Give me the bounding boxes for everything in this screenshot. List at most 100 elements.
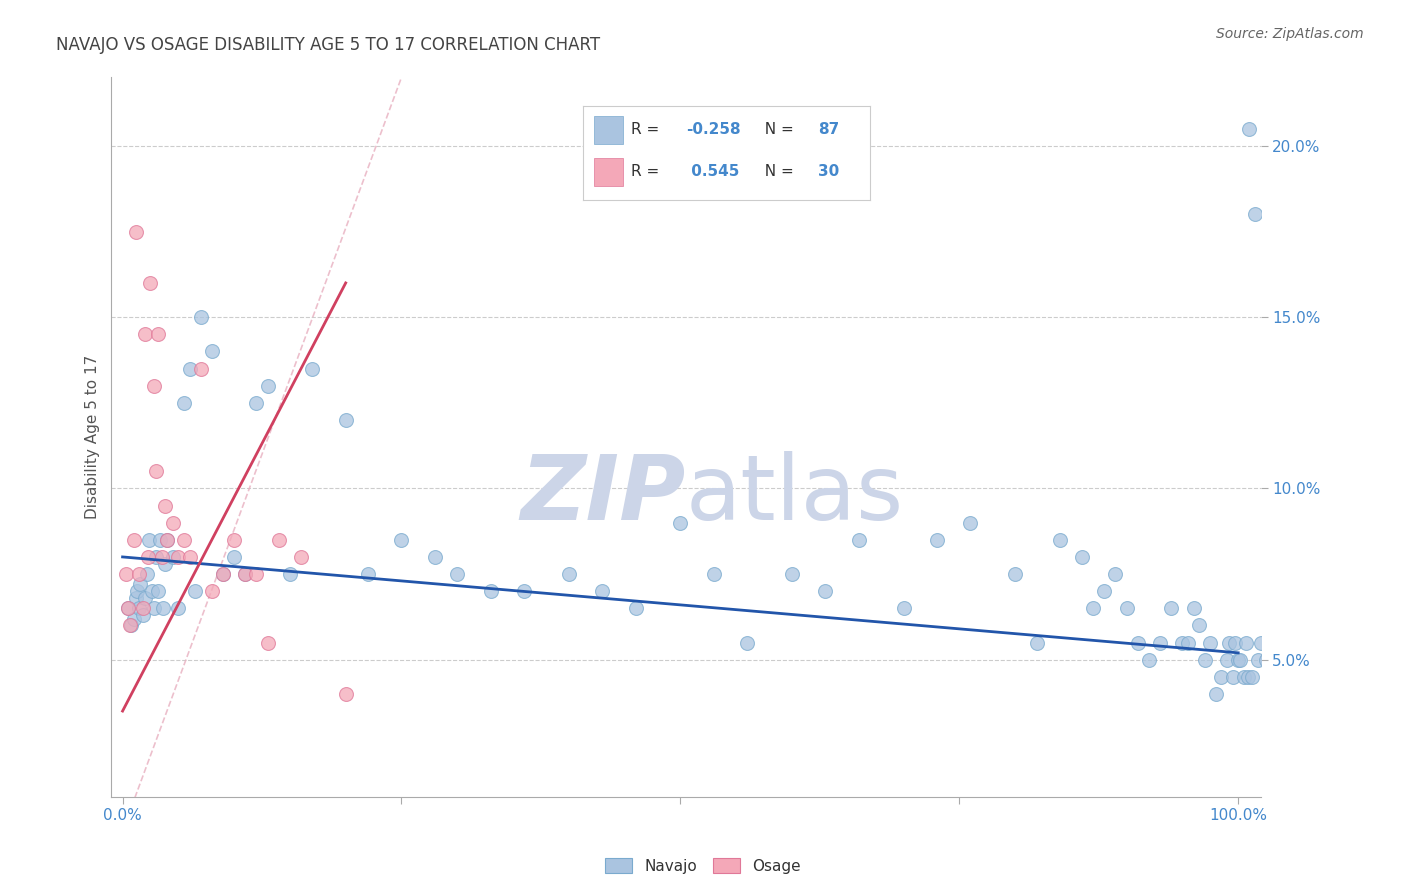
Point	[1194, 653, 1216, 667]
Point	[1211, 670, 1233, 684]
Point	[1234, 635, 1257, 649]
Point	[513, 584, 536, 599]
Text: ZIP: ZIP	[520, 450, 686, 539]
Point	[267, 533, 290, 547]
Point	[145, 464, 167, 478]
Point	[148, 584, 170, 599]
Point	[1049, 533, 1071, 547]
Point	[1092, 584, 1115, 599]
Point	[1227, 653, 1250, 667]
Point	[1239, 121, 1261, 136]
Point	[624, 601, 647, 615]
Point	[1199, 635, 1222, 649]
Point	[1104, 567, 1126, 582]
Point	[1237, 670, 1260, 684]
Point	[391, 533, 413, 547]
Point	[1126, 635, 1149, 649]
Point	[1223, 635, 1246, 649]
Point	[1240, 670, 1263, 684]
Point	[335, 413, 357, 427]
Point	[1244, 207, 1267, 221]
Point	[1216, 653, 1239, 667]
Point	[290, 549, 312, 564]
Point	[1115, 601, 1137, 615]
Point	[139, 276, 162, 290]
Point	[1205, 687, 1227, 701]
Point	[145, 549, 167, 564]
Point	[201, 344, 224, 359]
Point	[848, 533, 870, 547]
Point	[136, 549, 159, 564]
Point	[669, 516, 692, 530]
Point	[925, 533, 948, 547]
Point	[150, 549, 173, 564]
Point	[153, 499, 176, 513]
Point	[201, 584, 224, 599]
Point	[446, 567, 468, 582]
Point	[156, 533, 179, 547]
Y-axis label: Disability Age 5 to 17: Disability Age 5 to 17	[86, 355, 100, 519]
Point	[141, 584, 163, 599]
Point	[1171, 635, 1194, 649]
Point	[1188, 618, 1211, 632]
Text: atlas: atlas	[686, 450, 904, 539]
Point	[1026, 635, 1049, 649]
Point	[1071, 549, 1094, 564]
Point	[703, 567, 725, 582]
Point	[128, 567, 150, 582]
Text: NAVAJO VS OSAGE DISABILITY AGE 5 TO 17 CORRELATION CHART: NAVAJO VS OSAGE DISABILITY AGE 5 TO 17 C…	[56, 36, 600, 54]
Point	[1182, 601, 1205, 615]
Point	[245, 396, 267, 410]
Point	[245, 567, 267, 582]
Point	[179, 549, 201, 564]
Point	[1160, 601, 1182, 615]
Point	[162, 549, 184, 564]
Point	[256, 378, 278, 392]
Legend: Navajo, Osage: Navajo, Osage	[599, 852, 807, 880]
Point	[1229, 653, 1251, 667]
Point	[122, 611, 145, 625]
Point	[959, 516, 981, 530]
Point	[152, 601, 174, 615]
Text: Source: ZipAtlas.com: Source: ZipAtlas.com	[1216, 27, 1364, 41]
Point	[1218, 635, 1240, 649]
Point	[479, 584, 502, 599]
Point	[780, 567, 803, 582]
Point	[357, 567, 380, 582]
Point	[153, 557, 176, 571]
Point	[1247, 653, 1270, 667]
Point	[301, 361, 323, 376]
Point	[233, 567, 256, 582]
Point	[148, 327, 170, 342]
Point	[233, 567, 256, 582]
Point	[142, 378, 165, 392]
Point	[893, 601, 915, 615]
Point	[136, 567, 159, 582]
Point	[190, 361, 212, 376]
Point	[125, 225, 148, 239]
Point	[156, 533, 179, 547]
Point	[128, 601, 150, 615]
Point	[212, 567, 235, 582]
Point	[121, 618, 143, 632]
Point	[173, 396, 195, 410]
Point	[1083, 601, 1105, 615]
Point	[149, 533, 172, 547]
Point	[125, 584, 148, 599]
Point	[1222, 670, 1244, 684]
Point	[224, 549, 246, 564]
Point	[278, 567, 301, 582]
Point	[167, 549, 190, 564]
Point	[129, 577, 152, 591]
Point	[162, 516, 184, 530]
Point	[125, 591, 148, 605]
Point	[117, 601, 139, 615]
Point	[173, 533, 195, 547]
Point	[212, 567, 235, 582]
Point	[138, 533, 160, 547]
Point	[1250, 635, 1272, 649]
Point	[131, 601, 153, 615]
Point	[1233, 670, 1256, 684]
Point	[134, 327, 156, 342]
Point	[423, 549, 446, 564]
